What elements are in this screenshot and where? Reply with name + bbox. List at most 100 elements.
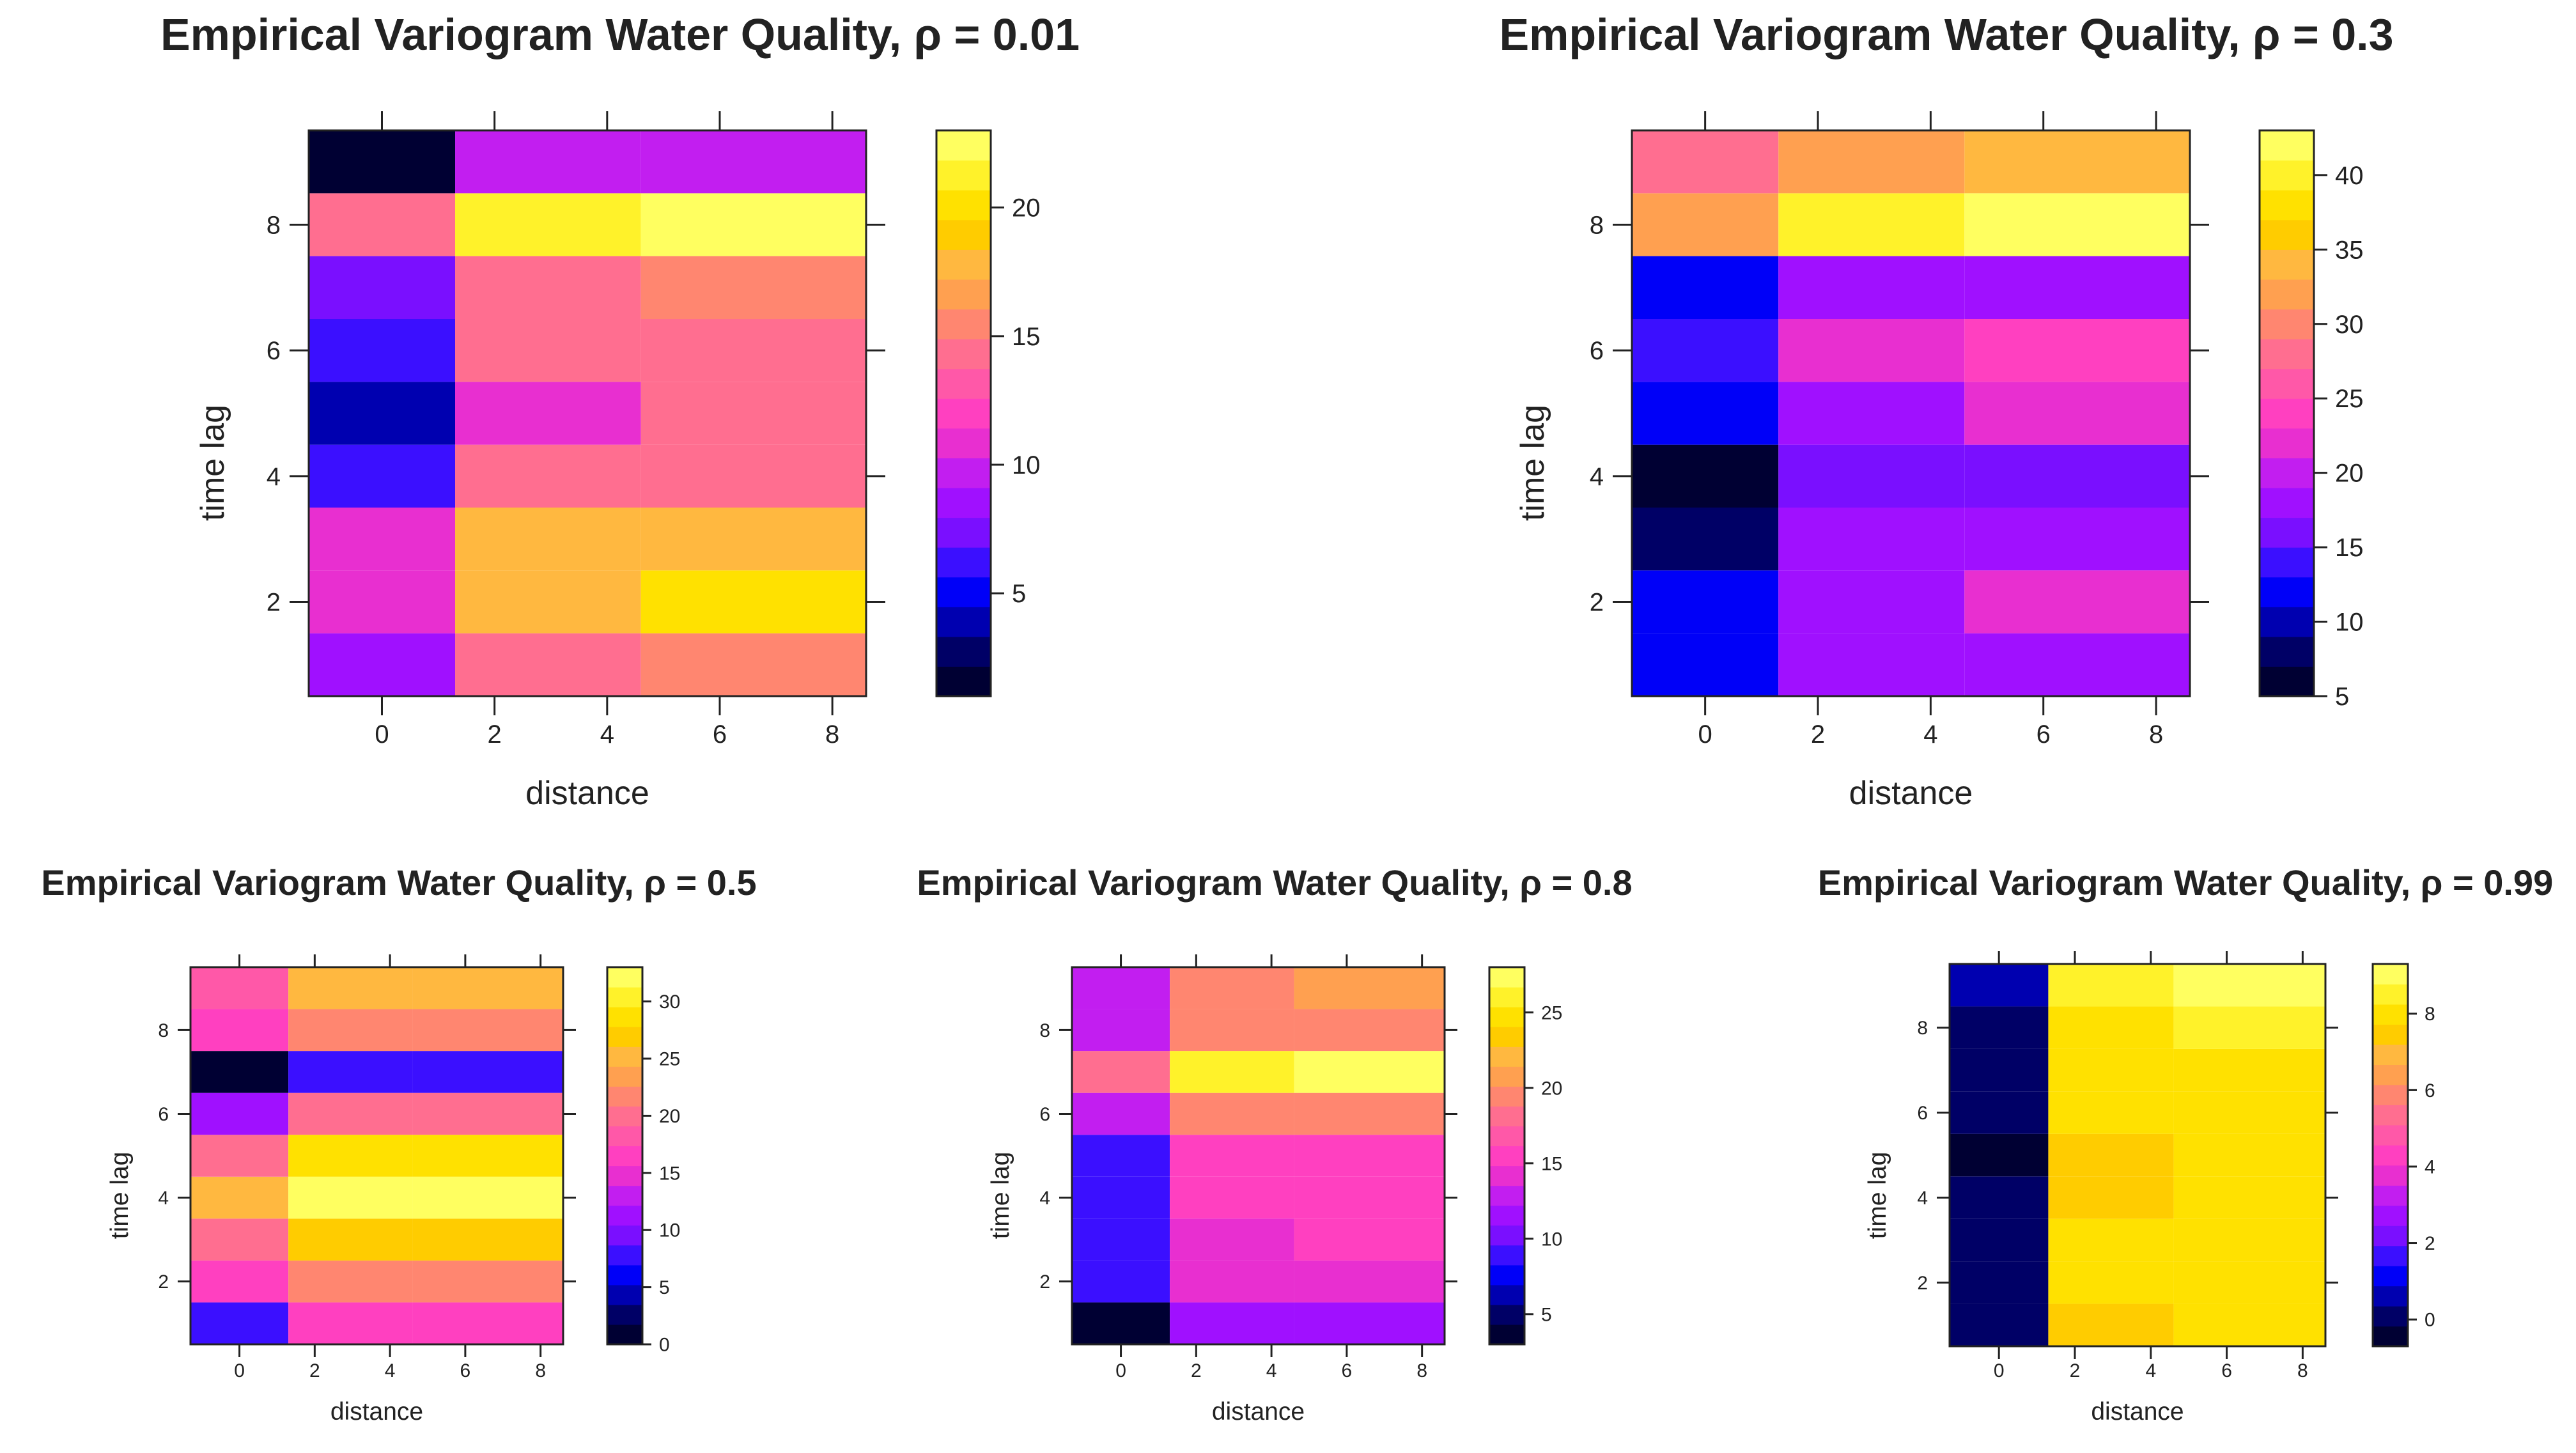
heatmap-cell [455,444,641,508]
heatmap-cell [455,256,641,319]
colorbar-segment [2260,219,2314,250]
variogram-panel: Empirical Variogram Water Quality, ρ = 0… [41,862,756,1426]
heatmap-cell [1072,1051,1170,1093]
heatmap-cell [1170,967,1294,1009]
heatmap-cell [288,1051,413,1093]
chart-title: Empirical Variogram Water Quality, ρ = 0… [41,862,756,903]
colorbar-segment [2260,190,2314,221]
colorbar-segment [607,1106,642,1127]
colorbar-segment [607,967,642,988]
heatmap-cell [1072,1009,1170,1052]
colorbar-frame [1488,966,1526,1346]
y-tick-label: 6 [1590,337,1604,365]
heatmap-cell [1950,1303,2049,1346]
colorbar-tick-label: 5 [659,1277,670,1298]
x-axis-label: distance [1212,1398,1305,1426]
colorbar-segment [1489,1126,1525,1147]
heatmap-cell [1964,382,2190,445]
colorbar-segment [2260,160,2314,190]
colorbar-segment [1489,987,1525,1007]
heatmap-cell [288,1092,413,1135]
colorbar-segment [1489,1225,1525,1246]
colorbar-segment [2260,368,2314,399]
colorbar-segment [2373,1245,2408,1266]
heatmap-cell [309,633,456,696]
colorbar-segment [2260,339,2314,369]
variogram-panel: Empirical Variogram Water Quality, ρ = 0… [1499,10,2393,812]
colorbar-segment [2260,636,2314,667]
heatmap-cell [190,1176,289,1219]
x-tick-label: 8 [2149,720,2163,749]
heatmap-cell [1778,319,1965,382]
colorbar-segment [1489,1264,1525,1286]
colorbar-segment [2260,517,2314,548]
colorbar-segment [607,1245,642,1266]
colorbar-segment [1489,967,1525,988]
x-tick-label: 0 [1994,1360,2005,1381]
heatmap-cell [309,256,456,319]
colorbar-segment [2373,1306,2408,1327]
colorbar-segment [607,1027,642,1047]
colorbar-segment [2373,1024,2408,1045]
colorbar-tick-label: 4 [2425,1156,2435,1177]
y-tick-label: 4 [1590,463,1604,491]
heatmap-cell [412,1135,563,1177]
colorbar-tick-label: 40 [2335,162,2364,190]
colorbar-segment [1489,1027,1525,1047]
heatmap-cell [1632,193,1779,256]
heatmap-cell [1170,1260,1294,1303]
heatmap-cell [1632,633,1779,696]
y-tick-label: 6 [1039,1104,1050,1125]
heatmap-cell [640,319,866,382]
heatmap-cell [2173,1176,2325,1219]
x-tick-label: 2 [309,1360,320,1381]
colorbar-segment [607,1264,642,1286]
x-axis-label: distance [525,775,649,812]
colorbar-segment [936,279,991,310]
heatmap-cell [309,508,456,571]
colorbar-tick-label: 20 [1012,194,1041,222]
heatmap-cell [412,1092,563,1135]
colorbar-segment [607,1284,642,1305]
colorbar-segment [2260,279,2314,310]
heatmap-cell [309,382,456,445]
x-tick-label: 4 [385,1360,396,1381]
x-tick-label: 4 [1923,720,1937,749]
colorbar-tick-label: 0 [2425,1310,2435,1331]
heatmap-cell [309,319,456,382]
colorbar-segment [936,339,991,369]
colorbar-segment [936,458,991,488]
y-tick-label: 2 [1590,589,1604,617]
colorbar-segment [2260,309,2314,339]
heatmap-cell [1170,1092,1294,1135]
heatmap-cell [1778,382,1965,445]
heatmap-cell [1294,1218,1445,1261]
x-tick-label: 6 [713,720,727,749]
colorbar-segment [936,517,991,548]
colorbar-segment [607,1146,642,1167]
heatmap-cell [640,382,866,445]
heatmap-cell [1632,444,1779,508]
heatmap-cell [1170,1009,1294,1052]
colorbar-tick-label: 15 [659,1163,680,1184]
heatmap-cell [412,1260,563,1303]
colorbar-segment [607,1066,642,1087]
x-tick-label: 4 [2145,1360,2156,1381]
heatmap-cell [288,1302,413,1344]
heatmap-cell [1072,1302,1170,1344]
heatmap-cell [455,319,641,382]
colorbar-tick-label: 10 [1541,1229,1562,1250]
heatmap-cell [288,1176,413,1219]
colorbar-segment [2373,1004,2408,1025]
heatmap-cell [1950,1006,2049,1049]
heatmap-cell [2048,964,2174,1007]
colorbar-tick-label: 5 [2335,683,2349,711]
plot-frame [1948,963,2327,1348]
colorbar-segment [1489,1086,1525,1107]
colorbar-segment [2373,1225,2408,1247]
heatmap-cell [1072,967,1170,1009]
heatmap-cell [2173,1303,2325,1346]
heatmap-cell [1294,1260,1445,1303]
heatmap-cell [1950,1133,2049,1177]
colorbar-frame [2371,963,2409,1348]
